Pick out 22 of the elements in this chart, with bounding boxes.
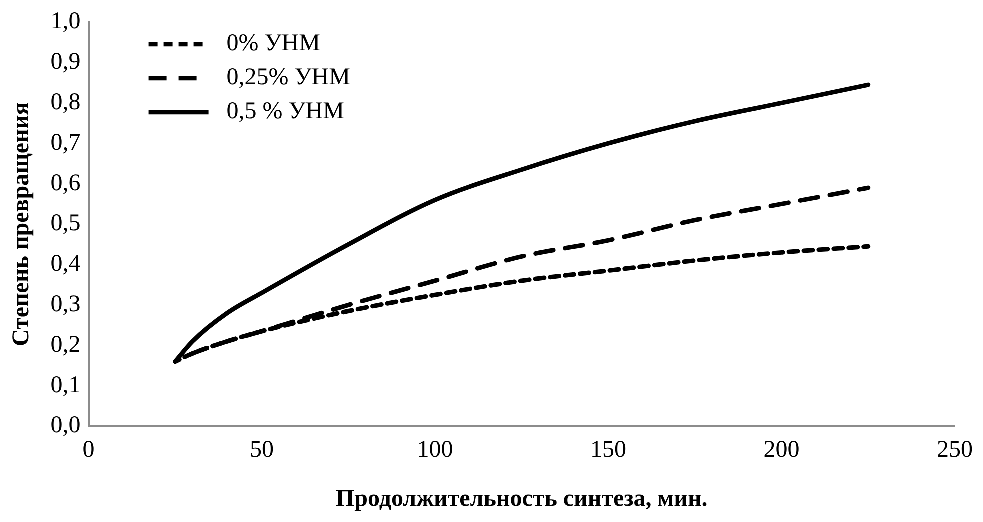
y-tick-label: 0,5 bbox=[50, 210, 81, 237]
x-tick-label: 100 bbox=[417, 437, 454, 464]
y-tick-label: 0,2 bbox=[50, 332, 81, 358]
y-tick-label: 0,1 bbox=[50, 372, 81, 398]
x-tick-label: 0 bbox=[82, 437, 95, 464]
y-tick-label: 0,9 bbox=[50, 49, 81, 76]
x-tick-label: 150 bbox=[590, 437, 627, 464]
y-tick-label: 0,3 bbox=[50, 291, 81, 318]
y-tick-label: 0,7 bbox=[50, 130, 81, 156]
y-tick-label: 1,0 bbox=[50, 8, 81, 35]
x-tick-label: 50 bbox=[250, 437, 274, 464]
x-tick-label: 200 bbox=[764, 437, 800, 464]
y-tick-label: 0,6 bbox=[50, 170, 81, 196]
y-tick-label: 0,4 bbox=[50, 251, 81, 278]
legend-label: 0,5 % УНМ bbox=[226, 98, 344, 125]
legend-label: 0,25% УНМ bbox=[226, 64, 350, 91]
x-axis-title: Продолжительность синтеза, мин. bbox=[336, 486, 708, 512]
y-tick-label: 0,0 bbox=[50, 412, 81, 439]
legend-label: 0% УНМ bbox=[226, 30, 320, 57]
y-tick-label: 0,8 bbox=[50, 89, 81, 116]
y-axis-title: Степень превращения bbox=[8, 102, 35, 346]
x-tick-label: 250 bbox=[937, 437, 973, 464]
